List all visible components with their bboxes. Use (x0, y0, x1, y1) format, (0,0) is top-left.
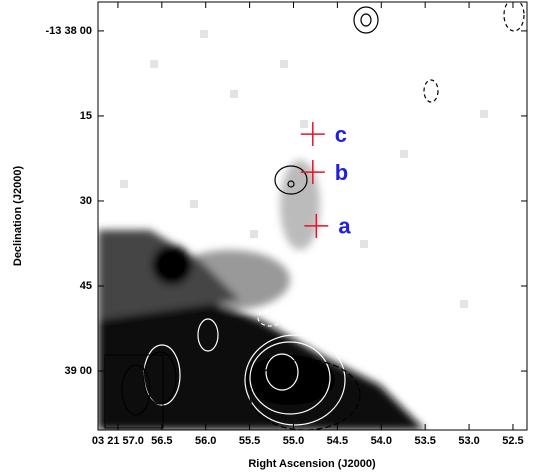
x-tick-label: 56.0 (195, 435, 216, 447)
source-label: c (335, 122, 347, 147)
y-axis-label: Declination (J2000) (12, 166, 24, 267)
source-label: b (335, 160, 348, 185)
x-tick-label: 55.5 (239, 435, 260, 447)
x-tick-label: 53.0 (458, 435, 479, 447)
y-tick-label: 15 (80, 110, 92, 122)
source-marker (300, 122, 325, 147)
x-tick-label: 56.5 (151, 435, 172, 447)
y-tick-label: -13 38 00 (46, 25, 92, 37)
y-tick-label: 39 00 (64, 365, 92, 377)
x-tick-label: 03 21 57.0 (92, 435, 144, 447)
x-tick-label: 53.5 (414, 435, 435, 447)
plot-frame (97, 1, 528, 431)
x-tick-label: 54.5 (327, 435, 348, 447)
x-axis-label: Right Ascension (J2000) (248, 458, 376, 470)
source-marker (304, 213, 329, 238)
source-label: a (338, 214, 351, 239)
image (98, 2, 527, 430)
x-tick-label: 52.5 (502, 435, 523, 447)
source-marker (300, 160, 325, 185)
x-tick-label: 54.0 (371, 435, 392, 447)
y-tick-label: 45 (80, 280, 92, 292)
y-tick-label: 30 (80, 195, 92, 207)
x-tick-label: 55.0 (283, 435, 304, 447)
